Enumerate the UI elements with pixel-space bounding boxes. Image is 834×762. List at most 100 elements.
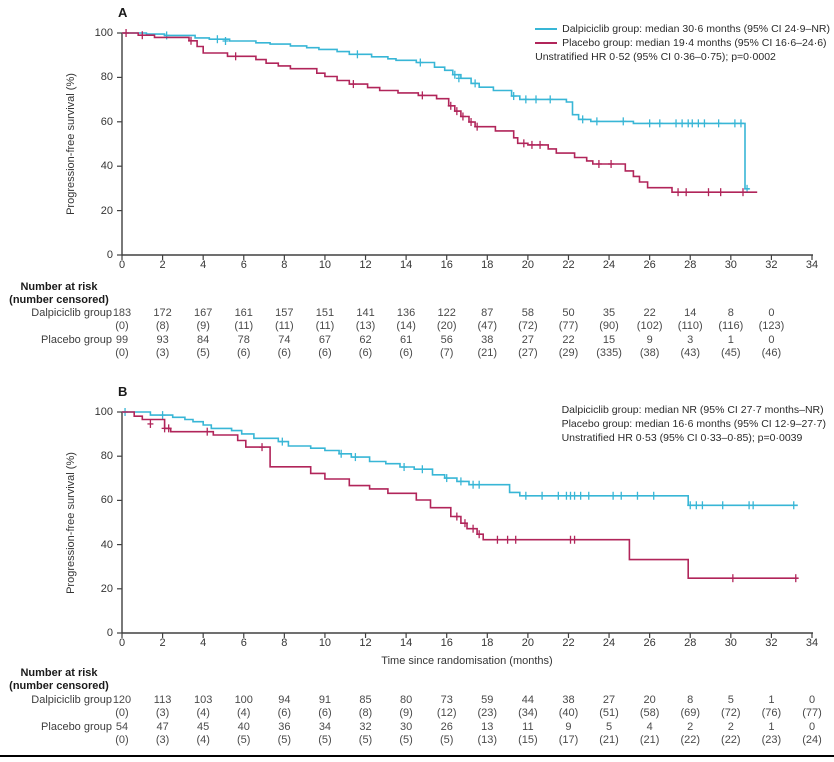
x-tick-label-panel-B: 10 xyxy=(318,637,332,649)
censored-count: (102) xyxy=(636,320,663,332)
censored-count: (22) xyxy=(680,734,701,746)
x-tick-label-panel-A: 10 xyxy=(318,259,332,271)
legend-entry-dalpiciclib-panel-B: Dalpiciclib group: median NR (95% CI 27·… xyxy=(562,403,826,417)
censored-count: (40) xyxy=(558,707,579,719)
at-risk-count: 141 xyxy=(356,307,375,319)
at-risk-count: 84 xyxy=(197,334,210,346)
at-risk-count: 38 xyxy=(481,334,494,346)
y-tick-label-panel-B: 100 xyxy=(94,406,113,418)
at-risk-count: 8 xyxy=(727,307,734,319)
censored-count: (110) xyxy=(677,320,703,332)
at-risk-count: 161 xyxy=(234,307,253,319)
at-risk-count: 183 xyxy=(112,307,132,319)
censored-count: (5) xyxy=(196,347,210,359)
at-risk-count: 62 xyxy=(359,334,372,346)
censored-count: (5) xyxy=(399,734,413,746)
y-tick-label-panel-A: 80 xyxy=(100,71,113,84)
legend-entry-text: Placebo group: median 16·6 months (95% C… xyxy=(561,418,826,430)
x-tick-label-panel-B: 0 xyxy=(118,637,126,649)
at-risk-count: 2 xyxy=(687,721,694,733)
censored-count: (13) xyxy=(477,734,498,746)
at-risk-count: 0 xyxy=(768,334,775,346)
censored-count: (3) xyxy=(155,347,170,359)
at-risk-count: 78 xyxy=(237,334,250,346)
censored-count: (5) xyxy=(358,734,373,746)
censored-count: (27) xyxy=(518,347,538,359)
censored-count: (5) xyxy=(439,734,454,746)
x-tick-label-panel-B: 30 xyxy=(724,637,737,649)
at-risk-count: 1 xyxy=(768,694,775,706)
km-curve-placebo-panel-A xyxy=(122,32,758,193)
x-axis-title: Time since randomisation (months) xyxy=(381,655,553,667)
at-risk-count: 14 xyxy=(684,307,697,319)
y-tick-label-panel-B: 60 xyxy=(100,494,113,507)
y-tick-label-panel-A: 60 xyxy=(100,115,113,128)
at-risk-count: 56 xyxy=(440,334,453,346)
censored-count: (23) xyxy=(477,707,498,719)
at-risk-count: 54 xyxy=(115,721,129,733)
at-risk-count: 34 xyxy=(318,721,332,733)
censored-count: (34) xyxy=(518,707,538,719)
censored-count: (0) xyxy=(115,707,129,719)
censored-count: (11) xyxy=(315,320,335,332)
at-risk-count: 50 xyxy=(562,307,575,319)
censored-count: (3) xyxy=(155,707,170,719)
censored-count: (6) xyxy=(318,347,332,359)
censored-count: (5) xyxy=(318,734,332,746)
y-tick-label-panel-A: 40 xyxy=(100,160,113,173)
y-tick-label-panel-B: 20 xyxy=(100,582,113,595)
at-risk-count: 9 xyxy=(565,721,572,733)
x-tick-label-panel-B: 34 xyxy=(805,637,819,649)
x-tick-label-panel-A: 4 xyxy=(200,259,207,271)
censored-count: (24) xyxy=(802,734,822,746)
km-curve-placebo-panel-B xyxy=(122,411,798,579)
at-risk-count: 87 xyxy=(481,307,494,319)
at-risk-count: 103 xyxy=(193,694,213,706)
at-risk-count: 74 xyxy=(278,334,291,346)
censored-count: (4) xyxy=(196,707,210,719)
censored-count: (6) xyxy=(318,707,332,719)
x-tick-label-panel-B: 20 xyxy=(521,637,534,649)
number-censored-header-panel-A: (number censored) xyxy=(9,294,109,306)
censored-count: (23) xyxy=(761,734,782,746)
censored-count: (90) xyxy=(599,320,619,332)
at-risk-count: 38 xyxy=(562,694,575,706)
at-risk-count: 100 xyxy=(234,694,253,706)
at-risk-count: 9 xyxy=(646,334,653,346)
at-risk-count: 35 xyxy=(602,307,616,319)
at-risk-count: 1 xyxy=(727,334,734,346)
legend-entry-text: Placebo group: median 19·4 months (95% C… xyxy=(562,37,827,49)
censored-count: (6) xyxy=(277,347,292,359)
censored-count: (6) xyxy=(237,347,251,359)
at-risk-count: 59 xyxy=(481,694,494,706)
hazard-ratio-note-panel-B: Unstratified HR 0·53 (95% CI 0·33–0·85);… xyxy=(561,432,803,444)
x-tick-label-panel-B: 22 xyxy=(562,637,575,649)
x-tick-label-panel-A: 20 xyxy=(521,259,534,271)
risk-row-label-dalpiciclib-panel-A: Dalpiciclib group xyxy=(31,307,112,319)
at-risk-count: 36 xyxy=(278,721,291,733)
x-tick-label-panel-A: 12 xyxy=(359,259,372,271)
panel-label-B: B xyxy=(118,384,128,399)
at-risk-count: 22 xyxy=(643,307,656,319)
at-risk-count: 47 xyxy=(156,721,169,733)
y-axis-title-panel-A: Progression-free survival (%) xyxy=(65,73,77,215)
x-tick-label-panel-A: 6 xyxy=(240,259,247,271)
at-risk-count: 157 xyxy=(275,307,294,319)
y-tick-label-panel-B: 80 xyxy=(100,450,113,463)
panel-label-A: A xyxy=(118,5,128,20)
censored-count: (7) xyxy=(439,347,454,359)
x-tick-label-panel-B: 6 xyxy=(240,637,247,649)
at-risk-count: 15 xyxy=(602,334,616,346)
x-tick-label-panel-B: 16 xyxy=(440,637,453,649)
censored-count: (22) xyxy=(721,734,741,746)
y-tick-label-panel-A: 20 xyxy=(100,204,113,217)
at-risk-count: 167 xyxy=(193,307,213,319)
x-tick-label-panel-A: 0 xyxy=(118,259,126,271)
censored-count: (13) xyxy=(355,320,376,332)
at-risk-count: 22 xyxy=(562,334,575,346)
y-axis-title-panel-B: Progression-free survival (%) xyxy=(65,451,77,594)
at-risk-count: 4 xyxy=(646,721,653,733)
number-censored-header-panel-B: (number censored) xyxy=(9,680,109,692)
at-risk-count: 80 xyxy=(399,694,413,706)
censored-count: (21) xyxy=(599,734,619,746)
